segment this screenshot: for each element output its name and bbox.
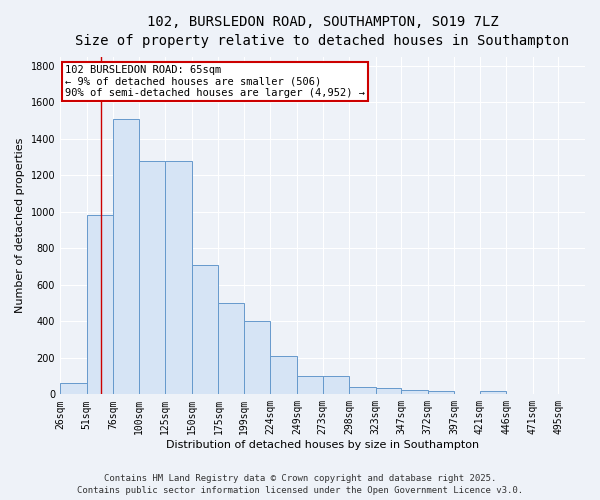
- X-axis label: Distribution of detached houses by size in Southampton: Distribution of detached houses by size …: [166, 440, 479, 450]
- Bar: [376, 388, 401, 394]
- Title: 102, BURSLEDON ROAD, SOUTHAMPTON, SO19 7LZ
Size of property relative to detached: 102, BURSLEDON ROAD, SOUTHAMPTON, SO19 7…: [76, 15, 569, 48]
- Bar: [480, 390, 506, 394]
- Bar: [165, 160, 192, 394]
- Bar: [271, 356, 297, 395]
- Bar: [401, 390, 428, 394]
- Text: Contains HM Land Registry data © Crown copyright and database right 2025.
Contai: Contains HM Land Registry data © Crown c…: [77, 474, 523, 495]
- Bar: [244, 322, 271, 394]
- Bar: [428, 390, 454, 394]
- Bar: [86, 216, 113, 394]
- Bar: [192, 264, 218, 394]
- Bar: [139, 160, 165, 394]
- Bar: [323, 376, 349, 394]
- Text: 102 BURSLEDON ROAD: 65sqm
← 9% of detached houses are smaller (506)
90% of semi-: 102 BURSLEDON ROAD: 65sqm ← 9% of detach…: [65, 65, 365, 98]
- Bar: [349, 387, 376, 394]
- Bar: [218, 303, 244, 394]
- Bar: [297, 376, 323, 394]
- Y-axis label: Number of detached properties: Number of detached properties: [15, 138, 25, 313]
- Bar: [113, 118, 139, 394]
- Bar: [60, 384, 86, 394]
